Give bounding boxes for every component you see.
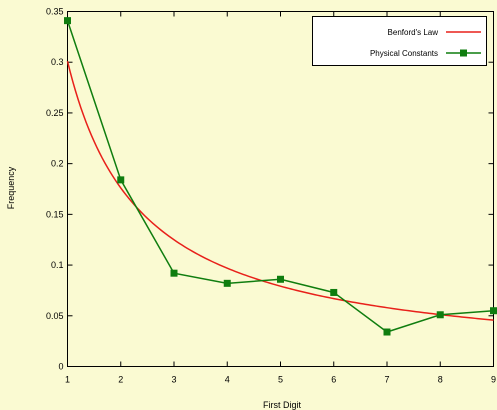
data-point-physical-constants [277, 275, 284, 283]
data-point-physical-constants [383, 328, 391, 336]
series-line-benfords-law [66, 60, 494, 321]
x-tick-label: 4 [225, 375, 230, 385]
y-tick-label: 0.35 [46, 7, 64, 17]
data-point-physical-constants [170, 269, 178, 277]
legend: Benford's Law Physical Constants [312, 16, 487, 66]
y-tick-label: 0.15 [46, 209, 64, 219]
series-line-physical-constants [66, 20, 494, 333]
x-tick-label: 9 [491, 375, 496, 385]
x-tick-label: 1 [65, 375, 70, 385]
legend-box [312, 16, 487, 66]
x-axis-label: First Digit [263, 400, 301, 410]
y-tick-label: 0 [58, 362, 63, 372]
x-tick-label: 3 [171, 375, 176, 385]
legend-label: Benford's Law [388, 28, 439, 37]
data-point-physical-constants [330, 288, 338, 296]
data-point-physical-constants [436, 311, 444, 319]
data-point-physical-constants [64, 17, 71, 25]
y-tick-label: 0.1 [51, 260, 64, 270]
data-point-physical-constants [490, 307, 497, 315]
x-tick-label: 8 [438, 375, 443, 385]
legend-swatch-marker [460, 49, 467, 57]
y-axis-label: Frequency [6, 166, 16, 209]
y-tick-label: 0.2 [51, 159, 64, 169]
data-point-physical-constants [117, 176, 125, 184]
legend-label: Physical Constants [370, 49, 438, 58]
data-point-physical-constants [223, 279, 231, 287]
x-tick-label: 2 [118, 375, 123, 385]
x-tick-label: 7 [384, 375, 389, 385]
y-tick-label: 0.05 [46, 311, 64, 321]
y-tick-label: 0.3 [51, 57, 64, 67]
y-tick-label: 0.25 [46, 108, 64, 118]
x-tick-label: 5 [278, 375, 283, 385]
x-tick-label: 6 [331, 375, 336, 385]
